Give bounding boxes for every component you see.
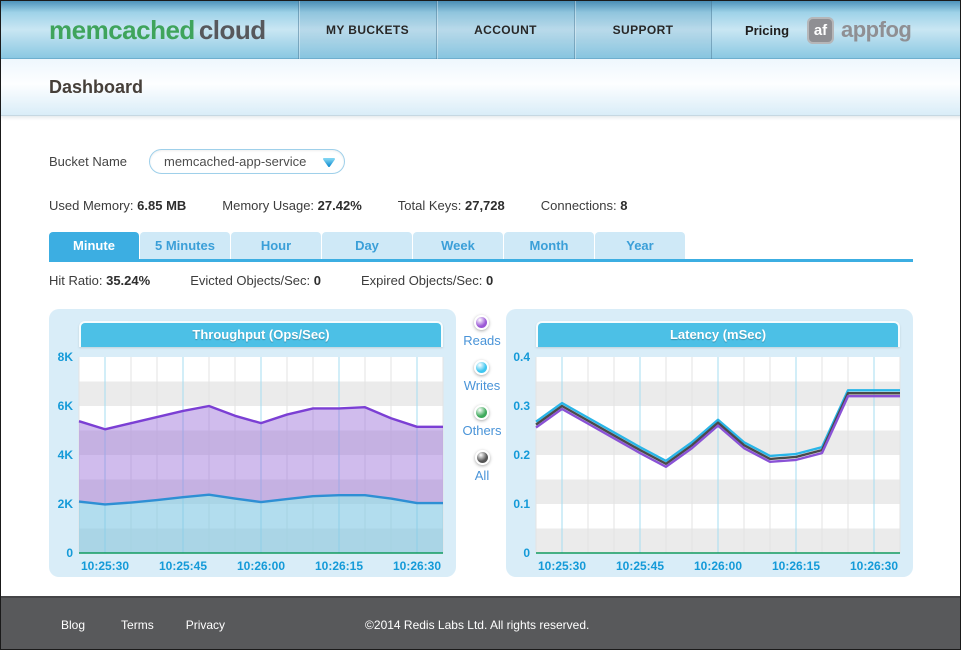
page-header: Dashboard <box>1 59 960 116</box>
footer: Blog Terms Privacy ©2014 Redis Labs Ltd.… <box>1 596 960 649</box>
chart-legend: Reads Writes Others All <box>458 315 506 495</box>
nav-item-pricing[interactable]: Pricing <box>744 22 790 38</box>
svg-text:0: 0 <box>523 546 530 560</box>
tab-week[interactable]: Week <box>413 232 503 259</box>
svg-text:10:26:15: 10:26:15 <box>315 559 363 573</box>
throughput-chart: 0 2K 4K 6K 8K 10:25:30 10:25:45 10:26:00 10:26:1… <box>58 350 444 573</box>
svg-text:10:26:15: 10:26:15 <box>772 559 820 573</box>
stat-used-memory: Used Memory: 6.85 MB <box>49 198 187 213</box>
stat-total-keys: Total Keys: 27,728 <box>397 198 505 213</box>
stat-expired-objects: Expired Objects/Sec: 0 <box>361 273 494 288</box>
charts-area: Throughput (Ops/Sec) 0 2K 4K 6K 8K 10:25:30 10… <box>49 309 913 579</box>
tab-year[interactable]: Year <box>595 232 685 259</box>
page-title: Dashboard <box>49 77 144 97</box>
svg-text:10:25:45: 10:25:45 <box>616 559 664 573</box>
svg-text:8K: 8K <box>58 350 74 364</box>
appfog-name: appfog <box>841 17 912 42</box>
logo-memcached: memcached <box>49 14 195 45</box>
bucket-row: Bucket Name memcached-app-service <box>49 149 345 174</box>
svg-text:0.3: 0.3 <box>513 399 530 413</box>
nav-item-my-buckets[interactable]: MY BUCKETS <box>298 1 436 59</box>
svg-text:10:25:45: 10:25:45 <box>159 559 207 573</box>
svg-text:0: 0 <box>66 546 73 560</box>
svg-text:10:25:30: 10:25:30 <box>81 559 129 573</box>
svg-text:4K: 4K <box>58 448 74 462</box>
reads-dot-icon <box>474 315 490 330</box>
nav-item-account[interactable]: ACCOUNT <box>436 1 574 59</box>
tab-5-minutes[interactable]: 5 Minutes <box>140 232 230 259</box>
stat-connections: Connections: 8 <box>540 198 628 213</box>
stat-evicted-objects: Evicted Objects/Sec: 0 <box>190 273 321 288</box>
throughput-chart-title: Throughput (Ops/Sec) <box>79 321 443 347</box>
appfog-icon: af <box>807 16 834 44</box>
legend-item-all[interactable]: All <box>474 450 490 483</box>
legend-item-others[interactable]: Others <box>462 405 502 438</box>
tab-minute[interactable]: Minute <box>49 232 139 259</box>
svg-text:0.1: 0.1 <box>513 497 530 511</box>
footer-link-privacy[interactable]: Privacy <box>185 617 226 632</box>
footer-link-blog[interactable]: Blog <box>61 617 86 632</box>
legend-item-writes[interactable]: Writes <box>464 360 500 393</box>
footer-link-terms[interactable]: Terms <box>121 617 154 632</box>
chevron-down-icon <box>323 157 335 167</box>
tab-hour[interactable]: Hour <box>231 232 321 259</box>
appfog-logo[interactable]: af appfog <box>807 1 912 59</box>
tab-month[interactable]: Month <box>504 232 594 259</box>
main-nav: MY BUCKETS ACCOUNT SUPPORT <box>298 1 712 59</box>
svg-text:10:25:30: 10:25:30 <box>538 559 586 573</box>
svg-text:0.2: 0.2 <box>513 448 530 462</box>
footer-copyright: ©2014 Redis Labs Ltd. All rights reserve… <box>365 617 590 632</box>
throughput-chart-panel: Throughput (Ops/Sec) 0 2K 4K 6K 8K 10:25:30 10… <box>49 309 456 577</box>
stat-memory-usage: Memory Usage: 27.42% <box>222 198 362 213</box>
latency-chart-panel: Latency (mSec) 0 0.1 0.2 0.3 0.4 10:25:30 10:2… <box>506 309 913 577</box>
legend-item-reads[interactable]: Reads <box>463 315 501 348</box>
time-range-tabs: Minute 5 Minutes Hour Day Week Month Yea… <box>49 232 913 262</box>
svg-text:10:26:30: 10:26:30 <box>850 559 898 573</box>
logo-cloud: cloud <box>198 14 266 45</box>
svg-text:10:26:30: 10:26:30 <box>393 559 441 573</box>
latency-chart: 0 0.1 0.2 0.3 0.4 10:25:30 10:25:45 10:26:00 10:… <box>513 350 901 573</box>
svg-text:2K: 2K <box>58 497 74 511</box>
latency-chart-title: Latency (mSec) <box>536 321 900 347</box>
tab-day[interactable]: Day <box>322 232 412 259</box>
bucket-selected-value: memcached-app-service <box>164 154 307 169</box>
others-dot-icon <box>474 405 490 420</box>
top-nav: memcached cloud MY BUCKETS ACCOUNT SUPPOR… <box>1 1 960 59</box>
nav-item-support[interactable]: SUPPORT <box>574 1 712 59</box>
bucket-name-label: Bucket Name <box>49 154 128 169</box>
substats-row: Hit Ratio: 35.24% Evicted Objects/Sec: 0… <box>49 273 493 288</box>
app-logo[interactable]: memcached cloud <box>49 1 266 59</box>
stat-hit-ratio: Hit Ratio: 35.24% <box>49 273 151 288</box>
svg-text:10:26:00: 10:26:00 <box>694 559 742 573</box>
bucket-select[interactable]: memcached-app-service <box>149 149 345 174</box>
stats-row: Used Memory: 6.85 MB Memory Usage: 27.42… <box>49 198 628 213</box>
all-dot-icon <box>474 450 490 465</box>
writes-dot-icon <box>474 360 490 375</box>
svg-text:0.4: 0.4 <box>513 350 530 364</box>
svg-text:10:26:00: 10:26:00 <box>237 559 285 573</box>
svg-text:6K: 6K <box>58 399 74 413</box>
